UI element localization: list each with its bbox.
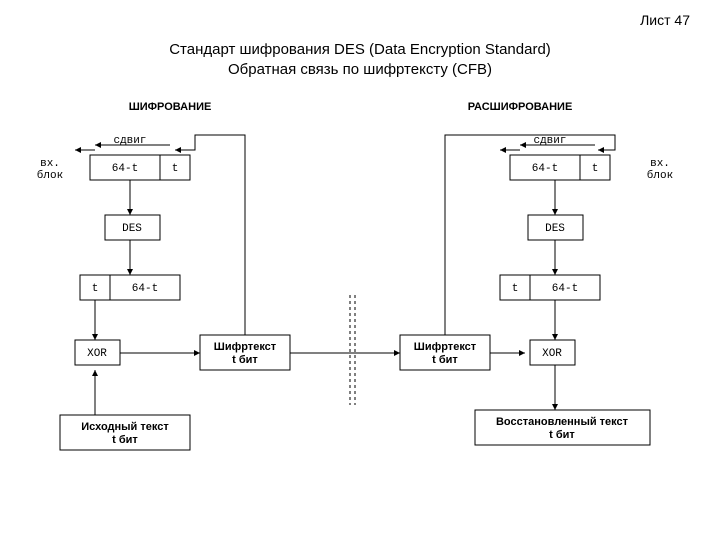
title-line1: Стандарт шифрования DES (Data Encryption… — [169, 41, 551, 58]
reg-right-a-label: 64-t — [532, 163, 558, 175]
out-left-b-label: 64-t — [132, 283, 158, 295]
in-block-left-1: вх. — [40, 158, 60, 170]
reg-right-b-label: t — [592, 163, 599, 175]
page-number: Лист 47 — [640, 12, 690, 28]
out-right-b-label: 64-t — [552, 283, 578, 295]
ct-right-l2: t бит — [432, 354, 458, 366]
des-right-label: DES — [545, 223, 565, 235]
xor-right-label: XOR — [542, 348, 562, 360]
in-block-right-2: блок — [647, 169, 673, 182]
reg-left-a-label: 64-t — [112, 163, 138, 175]
ct-left-l1: Шифртекст — [214, 341, 277, 353]
ct-right-l1: Шифртекст — [414, 341, 477, 353]
rec-l1: Восстановленный текст — [496, 416, 629, 428]
page-title: Стандарт шифрования DES (Data Encryption… — [0, 40, 720, 79]
title-line2: Обратная связь по шифртексту (CFB) — [228, 61, 492, 78]
rec-l2: t бит — [549, 429, 575, 441]
pt-l1: Исходный текст — [81, 421, 169, 433]
des-left-label: DES — [122, 223, 142, 235]
reg-left-b-label: t — [172, 163, 179, 175]
pt-l2: t бит — [112, 434, 138, 446]
in-block-left-2: блок — [37, 169, 63, 182]
in-block-right-1: вх. — [650, 158, 670, 170]
xor-left-label: XOR — [87, 348, 107, 360]
out-left-a-label: t — [92, 283, 99, 295]
ct-left-l2: t бит — [232, 354, 258, 366]
decrypt-header: РАСШИФРОВАНИЕ — [468, 101, 573, 113]
out-right-a-label: t — [512, 283, 519, 295]
cfb-diagram: ШИФРОВАНИЕ РАСШИФРОВАНИЕ сдвиг вх. блок … — [0, 95, 720, 535]
encrypt-header: ШИФРОВАНИЕ — [129, 101, 212, 113]
